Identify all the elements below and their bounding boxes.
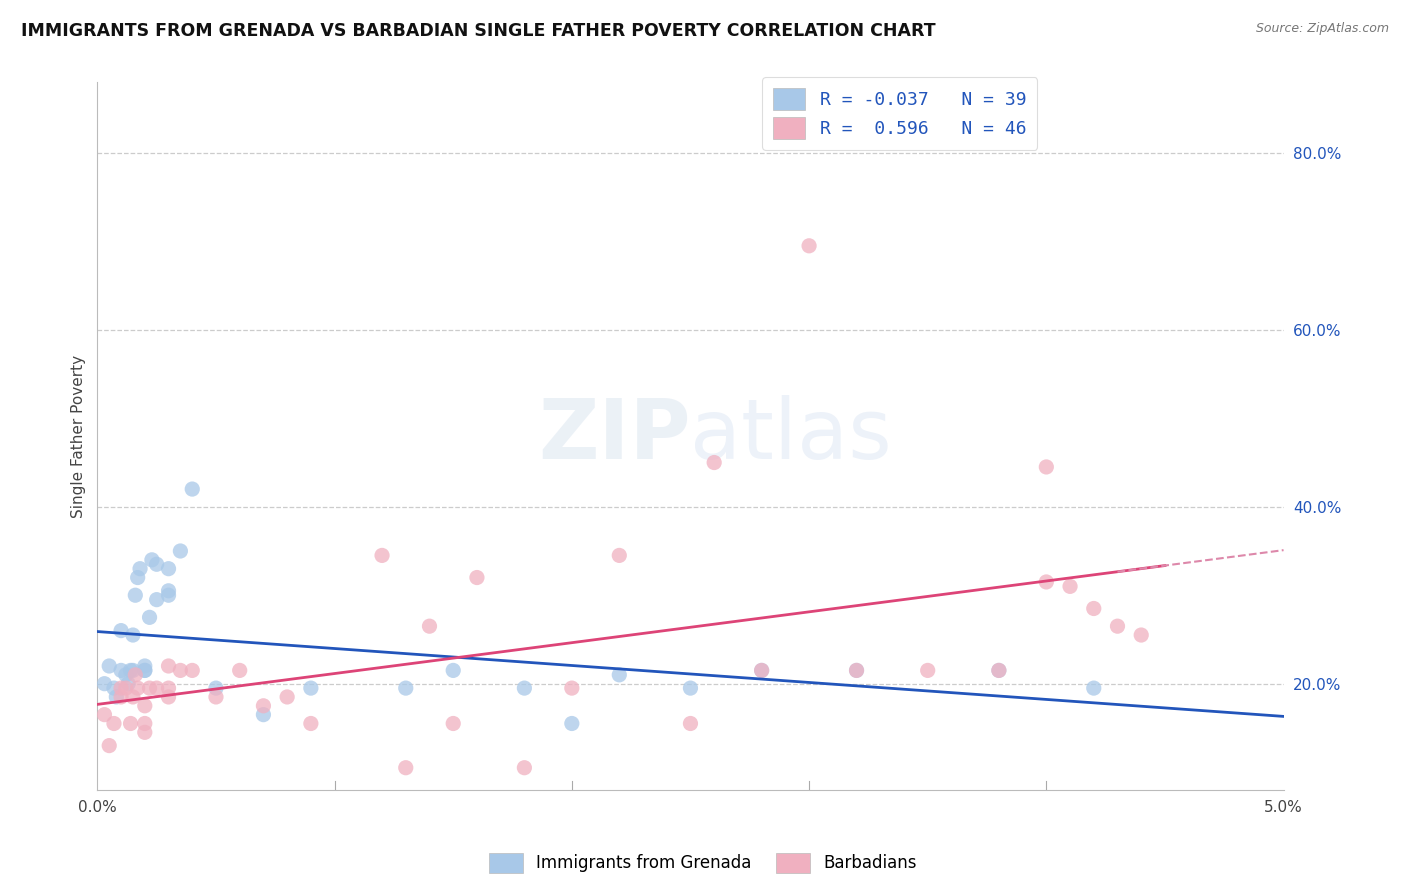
Point	[181, 482, 204, 496]
Point	[145, 681, 167, 695]
Point	[371, 549, 394, 563]
Point	[561, 681, 583, 695]
Point	[441, 716, 464, 731]
Point	[122, 664, 145, 678]
Point	[157, 583, 180, 598]
Point	[93, 676, 115, 690]
Point	[1083, 681, 1105, 695]
Point	[114, 668, 136, 682]
Point	[917, 664, 939, 678]
Point	[122, 628, 145, 642]
Point	[117, 676, 139, 690]
Point	[110, 681, 132, 695]
Text: Source: ZipAtlas.com: Source: ZipAtlas.com	[1256, 22, 1389, 36]
Point	[703, 456, 725, 470]
Point	[157, 690, 180, 704]
Point	[441, 664, 464, 678]
Point	[561, 716, 583, 731]
Point	[299, 681, 322, 695]
Point	[145, 592, 167, 607]
Point	[169, 664, 191, 678]
Point	[110, 624, 132, 638]
Point	[103, 681, 125, 695]
Point	[751, 664, 773, 678]
Point	[93, 707, 115, 722]
Point	[1130, 628, 1153, 642]
Point	[157, 659, 180, 673]
Point	[157, 562, 180, 576]
Legend: R = -0.037   N = 39, R =  0.596   N = 46: R = -0.037 N = 39, R = 0.596 N = 46	[762, 77, 1038, 150]
Point	[181, 664, 204, 678]
Point	[607, 549, 630, 563]
Point	[845, 664, 868, 678]
Point	[395, 681, 418, 695]
Point	[157, 588, 180, 602]
Point	[395, 761, 418, 775]
Point	[134, 664, 156, 678]
Point	[252, 707, 274, 722]
Point	[114, 681, 136, 695]
Point	[205, 681, 228, 695]
Point	[134, 664, 156, 678]
Point	[141, 553, 163, 567]
Point	[122, 690, 145, 704]
Point	[134, 725, 156, 739]
Point	[1035, 574, 1057, 589]
Point	[110, 690, 132, 704]
Point	[124, 588, 146, 602]
Point	[987, 664, 1010, 678]
Point	[299, 716, 322, 731]
Text: IMMIGRANTS FROM GRENADA VS BARBADIAN SINGLE FATHER POVERTY CORRELATION CHART: IMMIGRANTS FROM GRENADA VS BARBADIAN SIN…	[21, 22, 936, 40]
Point	[252, 698, 274, 713]
Point	[1107, 619, 1129, 633]
Point	[145, 558, 167, 572]
Point	[513, 761, 536, 775]
Point	[98, 659, 121, 673]
Point	[228, 664, 250, 678]
Point	[205, 690, 228, 704]
Text: ZIP: ZIP	[538, 395, 690, 476]
Point	[110, 664, 132, 678]
Point	[845, 664, 868, 678]
Point	[124, 668, 146, 682]
Point	[120, 716, 142, 731]
Point	[679, 716, 702, 731]
Point	[1083, 601, 1105, 615]
Point	[127, 570, 149, 584]
Point	[98, 739, 121, 753]
Point	[418, 619, 440, 633]
Y-axis label: Single Father Poverty: Single Father Poverty	[72, 354, 86, 517]
Point	[797, 239, 820, 253]
Point	[129, 562, 152, 576]
Point	[103, 716, 125, 731]
Legend: Immigrants from Grenada, Barbadians: Immigrants from Grenada, Barbadians	[482, 847, 924, 880]
Text: atlas: atlas	[690, 395, 893, 476]
Point	[134, 659, 156, 673]
Point	[751, 664, 773, 678]
Point	[276, 690, 298, 704]
Point	[105, 690, 128, 704]
Point	[157, 681, 180, 695]
Point	[138, 681, 160, 695]
Point	[134, 716, 156, 731]
Point	[127, 681, 149, 695]
Point	[169, 544, 191, 558]
Point	[1059, 579, 1081, 593]
Point	[513, 681, 536, 695]
Point	[120, 664, 142, 678]
Point	[138, 610, 160, 624]
Point	[134, 698, 156, 713]
Point	[607, 668, 630, 682]
Point	[987, 664, 1010, 678]
Point	[1035, 459, 1057, 474]
Point	[465, 570, 488, 584]
Point	[679, 681, 702, 695]
